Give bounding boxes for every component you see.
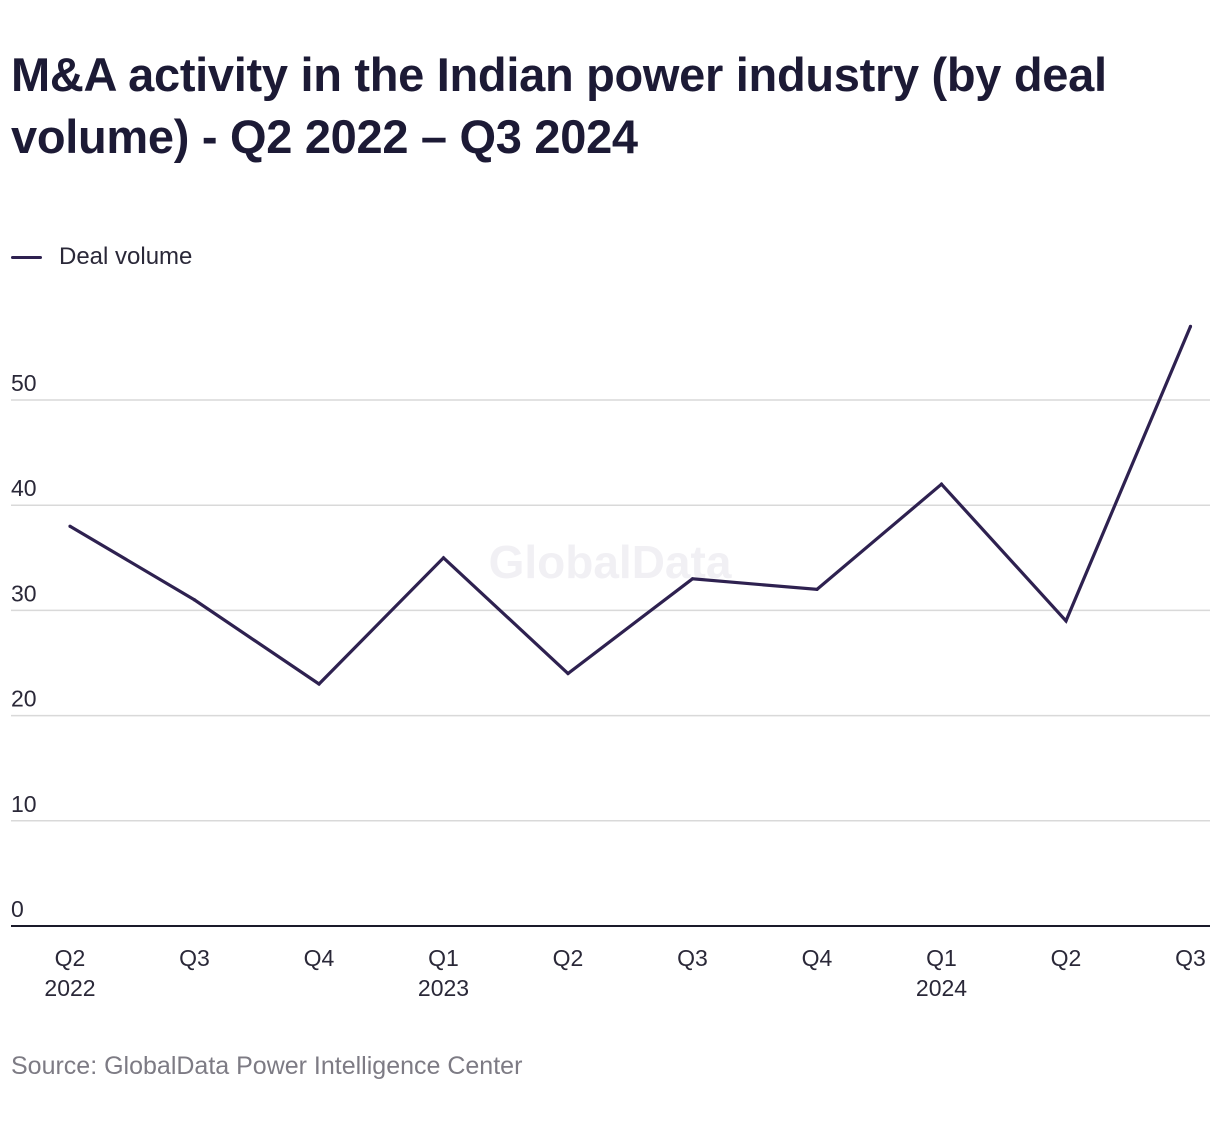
x-tick-label-7: Q1 2024 [916, 945, 967, 1001]
y-tick-label-30: 30 [11, 580, 37, 606]
x-axis-ticks: Q2 2022 Q3 Q4 Q1 2023 Q2 Q3 Q4 Q1 2024 Q2 Q3 [44, 945, 1205, 1001]
chart-title: M&A activity in the Indian power industr… [11, 48, 1107, 163]
legend-swatch-deal-volume [11, 255, 42, 259]
series-line-deal-volume [69, 325, 1192, 687]
data-point-5 [690, 577, 695, 581]
y-tick-label-0: 0 [11, 896, 24, 922]
x-tick-label-4: Q2 [553, 945, 584, 971]
x-tick-label-2: Q4 [304, 945, 335, 971]
x-tick-label-1: Q3 [179, 945, 210, 971]
y-tick-label-50: 50 [11, 370, 37, 396]
grid-lines [11, 399, 1210, 822]
x-tick-label-9: Q3 [1175, 945, 1206, 971]
y-tick-label-40: 40 [11, 475, 37, 501]
data-point-7 [939, 482, 944, 486]
data-point-6 [815, 587, 819, 591]
data-point-4 [566, 671, 570, 676]
x-tick-label-6: Q4 [802, 945, 833, 971]
x-tick-label-0: Q2 2022 [44, 945, 95, 1001]
x-tick-label-8: Q2 [1051, 945, 1082, 971]
data-point-1 [192, 598, 197, 602]
legend-label-deal-volume: Deal volume [59, 243, 193, 270]
x-tick-label-3: Q1 2023 [418, 945, 469, 1001]
x-tick-label-5: Q3 [677, 945, 708, 971]
data-point-2 [317, 682, 321, 686]
series-layer [68, 324, 1193, 687]
data-point-3 [441, 556, 446, 560]
y-axis-ticks: 0 10 20 30 40 50 [11, 370, 37, 922]
source-note: Source: GlobalData Power Intelligence Ce… [11, 1052, 523, 1080]
data-point-0 [68, 524, 72, 528]
legend: Deal volume [11, 242, 192, 272]
y-tick-label-10: 10 [11, 791, 37, 817]
data-point-8 [1064, 619, 1068, 623]
y-tick-label-20: 20 [11, 686, 37, 712]
data-point-9 [1188, 324, 1193, 328]
